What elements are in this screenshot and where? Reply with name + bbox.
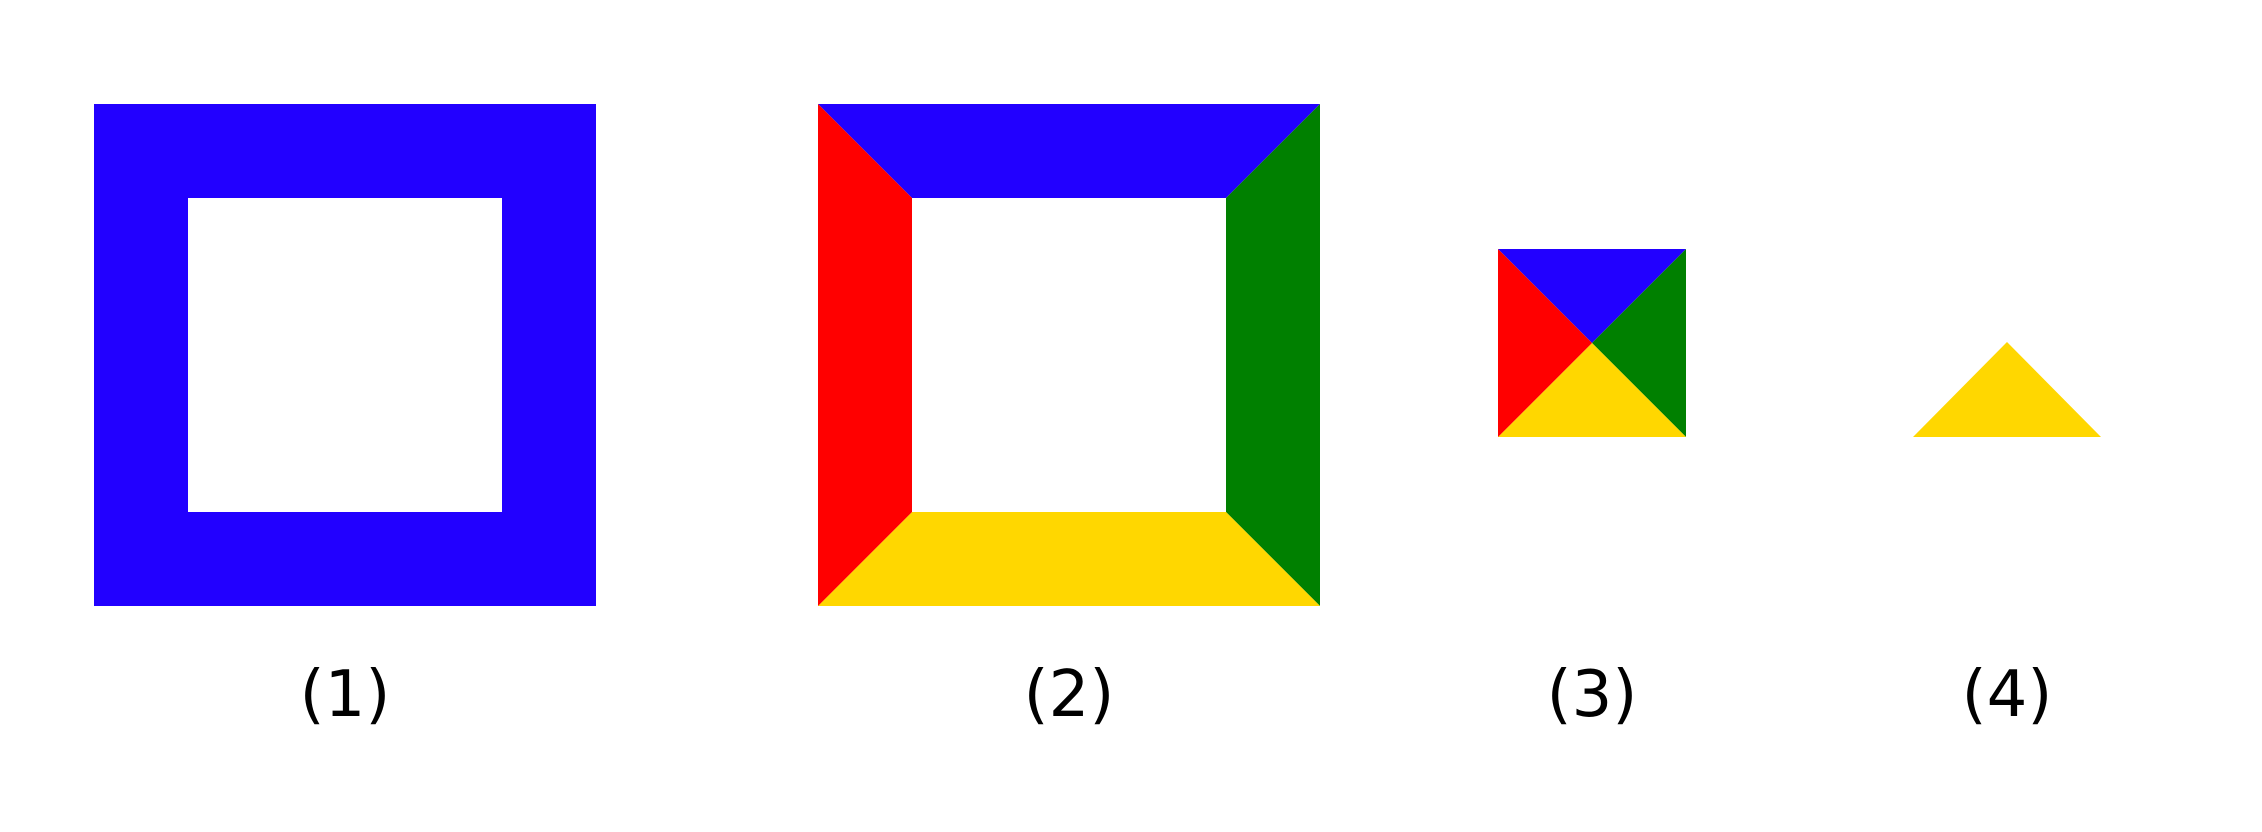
single-triangle [1913,342,2101,437]
left-triangle [1498,249,1592,437]
frame-fill [94,104,596,606]
left-trapezoid [818,104,912,606]
top-trapezoid [818,104,1320,198]
four-color-frame [818,104,1320,606]
caption-1: (1) [299,658,391,732]
bottom-triangle [1498,343,1686,437]
caption-3: (3) [1546,658,1638,732]
caption-2: (2) [1023,658,1115,732]
four-triangle-square [1498,249,1686,437]
top-triangle [1498,249,1686,343]
right-triangle [1592,249,1686,437]
bottom-trapezoid [818,512,1320,606]
right-trapezoid [1226,104,1320,606]
caption-4: (4) [1961,658,2053,732]
blue-square-frame [94,104,596,606]
bottom-triangle [1913,342,2101,437]
